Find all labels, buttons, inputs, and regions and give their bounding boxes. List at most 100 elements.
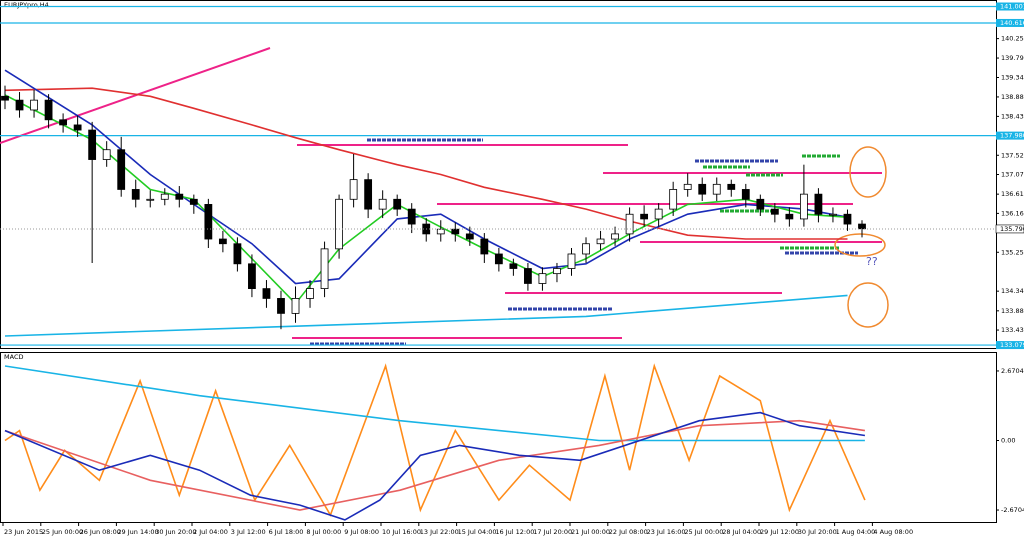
y-tick-label: 2.6704 <box>1001 367 1024 375</box>
candle-body <box>654 208 663 220</box>
level-label: 133.079 <box>1000 341 1024 349</box>
x-tick-label: 2 Jul 04:00 <box>193 528 228 536</box>
candle-body <box>189 198 198 205</box>
candle-body <box>524 268 532 284</box>
x-tick-label: 10 Jul 16:00 <box>382 528 421 536</box>
candle-body <box>799 193 808 220</box>
y-tick-label: 137.070 <box>1001 171 1024 179</box>
x-tick-label: 22 Jul 08:00 <box>609 528 648 536</box>
candle-body <box>233 243 242 265</box>
candle-body <box>88 129 97 160</box>
candle-body <box>320 248 329 289</box>
candle-body <box>59 119 68 126</box>
level-label: 141.001 <box>1000 3 1024 11</box>
panel-title: MACD <box>4 353 23 361</box>
current-price-label: 135.796 <box>1000 225 1024 233</box>
candle-body <box>335 198 343 250</box>
y-tick-label: 134.340 <box>1001 287 1024 295</box>
candle-body <box>393 198 402 210</box>
y-tick-label: 136.160 <box>1001 209 1024 217</box>
candle-body <box>465 233 474 240</box>
candle-body <box>349 179 358 200</box>
candle-body <box>509 263 518 269</box>
candle-body <box>611 233 619 240</box>
drawings <box>0 47 889 346</box>
candle-body <box>175 193 184 200</box>
candle-body <box>364 179 373 210</box>
x-tick-label: 17 Jul 20:00 <box>533 528 572 536</box>
candle-body <box>451 228 460 235</box>
x-tick-label: 9 Jul 08:00 <box>344 528 379 536</box>
x-tick-label: 4 Aug 08:00 <box>873 528 913 536</box>
macd-panel-frame <box>0 352 997 523</box>
candle-body <box>480 238 489 255</box>
indicator-line <box>4 294 848 337</box>
indicator-line <box>4 419 866 511</box>
indicator-line <box>4 363 866 517</box>
y-tick-label: 0.00 <box>1001 436 1015 444</box>
x-tick-label: 29 Jul 12:00 <box>760 528 799 536</box>
indicator-line <box>4 411 866 521</box>
candle-body <box>553 268 561 275</box>
candle-body <box>117 149 126 190</box>
x-tick-label: 30 Jun 20:00 <box>155 528 196 536</box>
x-tick-label: 15 Jul 04:00 <box>458 528 497 536</box>
candle-body <box>582 243 590 255</box>
candle-body <box>30 99 38 111</box>
candle-body <box>640 213 649 220</box>
y-tick-label: 136.610 <box>1001 190 1024 198</box>
x-tick-label: 26 Jun 08:00 <box>80 528 121 536</box>
candle-body <box>494 253 503 265</box>
x-tick-label: 25 Jul 00:00 <box>684 528 723 536</box>
candle-body <box>291 298 300 314</box>
x-tick-label: 30 Jul 20:00 <box>798 528 837 536</box>
candle-body <box>814 193 823 215</box>
level-label: 140.616 <box>1000 19 1024 27</box>
y-tick-label: 137.520 <box>1001 151 1024 159</box>
annotation: ?? <box>866 255 878 268</box>
x-tick-label: 23 Jun 2015 <box>4 528 43 536</box>
x-tick-label: 28 Jul 04:00 <box>722 528 761 536</box>
x-tick-label: 23 Jul 16:00 <box>647 528 686 536</box>
candle-body <box>698 183 707 195</box>
indicator-line <box>4 365 865 442</box>
x-tick-label: 21 Jul 00:00 <box>571 528 610 536</box>
candle-body <box>407 208 416 225</box>
candle-body <box>218 238 227 245</box>
candle-body <box>262 288 271 299</box>
level-label-box <box>996 341 1024 350</box>
x-tick-label: 16 Jul 12:00 <box>495 528 534 536</box>
chart-title: EURJPYpro,H4 <box>4 1 49 9</box>
candle-body <box>770 208 779 215</box>
level-label-box <box>996 18 1024 27</box>
candle-body <box>15 99 24 111</box>
candle-body <box>102 149 111 160</box>
candle-body <box>204 204 213 240</box>
candle-body <box>669 189 678 210</box>
y-tick-label: 133.880 <box>1001 307 1024 315</box>
level-label: 137.980 <box>1000 132 1024 140</box>
x-tick-label: 8 Jul 00:00 <box>306 528 341 536</box>
y-tick-label: 139.340 <box>1001 73 1024 81</box>
y-tick-label: 133.430 <box>1001 326 1024 334</box>
indicator-line <box>4 87 848 240</box>
candle-body <box>277 298 285 314</box>
x-tick-label: 3 Jul 12:00 <box>231 528 266 536</box>
level-label-box <box>996 2 1024 11</box>
x-tick-label: 1 Aug 04:00 <box>836 528 876 536</box>
candle-body <box>1 95 9 101</box>
candle-body <box>378 198 387 210</box>
candle-body <box>756 198 765 210</box>
trend-line <box>0 47 271 144</box>
candle-body <box>683 183 692 190</box>
candle-body <box>436 228 445 235</box>
candle-body <box>596 238 605 245</box>
y-tick-label: 135.250 <box>1001 248 1024 256</box>
candle-body <box>306 288 314 299</box>
x-tick-label: 25 Jun 00:00 <box>42 528 83 536</box>
y-tick-label: -2.6704 <box>1001 506 1024 514</box>
highlight-ellipse <box>834 233 886 257</box>
candle-body <box>843 213 852 225</box>
y-tick-label: 138.430 <box>1001 112 1024 120</box>
